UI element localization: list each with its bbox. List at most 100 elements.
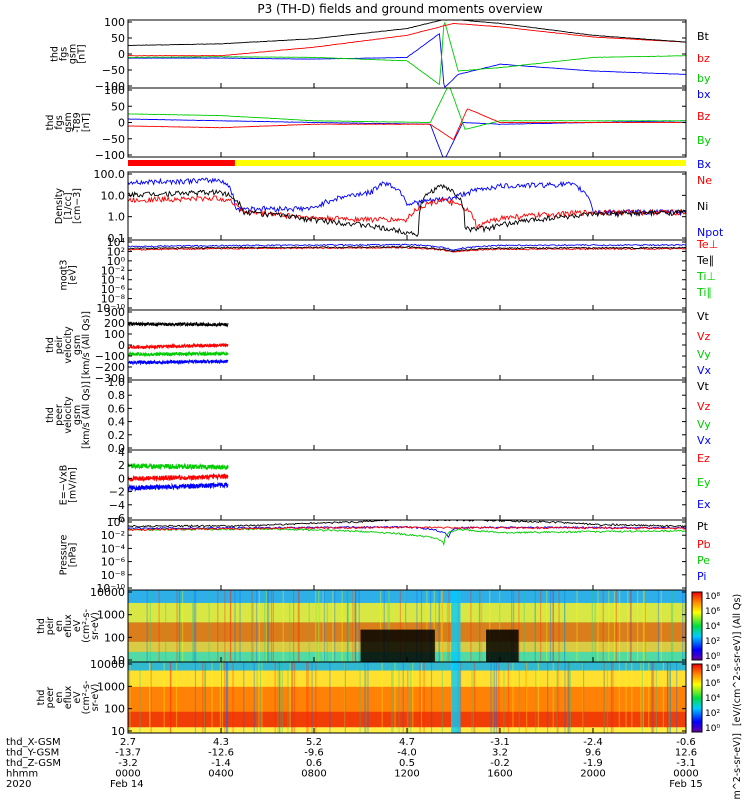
spectrogram-streak — [234, 590, 236, 662]
spectrogram-streak — [594, 590, 596, 662]
spectrogram-streak — [270, 590, 273, 662]
spectrogram-streak — [388, 590, 390, 662]
spectrogram-streak — [181, 590, 184, 662]
spectrogram-streak — [407, 662, 409, 733]
y-axis-label-line: thd — [50, 46, 61, 62]
x-axis-value: 1200 — [394, 769, 419, 780]
y-tick-label: 10000 — [90, 586, 125, 599]
y-tick-label: 0 — [118, 472, 125, 485]
y-tick-label: 10000 — [90, 658, 125, 671]
spectrogram-streak — [289, 662, 291, 733]
spectrogram-streak — [277, 662, 279, 733]
panel-plot-peir_en — [128, 590, 686, 662]
spectrogram-streak — [391, 662, 393, 733]
spectrogram-streak — [266, 590, 268, 662]
series-line — [128, 462, 229, 471]
spectrogram-streak — [256, 590, 258, 662]
spectrogram-streak — [627, 590, 629, 662]
spectrogram-streak — [272, 590, 274, 662]
spectrogram-streak — [420, 590, 423, 662]
colorbar-tick: 10⁸ — [705, 664, 720, 674]
spectrogram-streak — [441, 590, 443, 662]
x-axis-value: 0.6 — [306, 758, 322, 769]
legend-entry: Pt — [697, 520, 709, 533]
y-tick-label: −6 — [109, 512, 125, 525]
spectrogram-streak — [610, 662, 613, 733]
spectrogram-streak — [668, 662, 670, 733]
y-tick-label: 100 — [104, 84, 125, 97]
y-tick-label: 0.0 — [108, 442, 126, 455]
y-axis-label-line: [nPa] — [68, 543, 79, 568]
spectrogram-streak — [279, 662, 281, 733]
spectrogram-streak — [341, 590, 343, 662]
series-line — [128, 183, 686, 238]
spectrogram-streak — [194, 662, 197, 733]
y-axis-label: Density[1/cc][cm−3] — [54, 188, 83, 224]
spectrogram-streak — [479, 590, 481, 662]
y-axis-label-line: [nT] — [81, 113, 92, 132]
series-line — [128, 243, 686, 251]
spectrogram-streak — [227, 662, 229, 733]
spectrogram-streak — [230, 590, 232, 662]
colorbar-tick: 10⁴ — [705, 622, 720, 632]
spectrogram-streak — [534, 590, 536, 662]
spectrogram-gap — [360, 629, 435, 662]
y-axis-label-line: [km/s (All Qs)] — [81, 381, 92, 449]
legend-entry: Ex — [697, 498, 711, 511]
spectrogram-streak — [430, 662, 433, 733]
x-axis-value: -1.4 — [211, 758, 231, 769]
y-axis-label-line: gsm — [68, 44, 79, 64]
spectrogram-streak — [613, 590, 616, 662]
spectrogram-streak — [315, 590, 317, 662]
spectrogram-streak — [603, 662, 605, 733]
spectrogram-streak — [423, 662, 425, 733]
spectrogram-streak — [169, 662, 172, 733]
spectrogram-streak — [282, 590, 284, 662]
spectrogram-streak — [652, 662, 655, 733]
spectrogram-streak — [388, 590, 390, 662]
y-axis-label-line: [eV] — [68, 265, 79, 285]
spectrogram-streak — [651, 662, 653, 733]
spectrogram-streak — [567, 662, 569, 733]
spectrogram-streak — [534, 590, 536, 662]
y-axis-label-line: Density — [54, 188, 65, 224]
legend-entry: Vt — [697, 380, 710, 393]
spectrogram-streak — [564, 590, 566, 662]
spectrogram-streak — [149, 662, 151, 733]
spectrogram-streak — [146, 590, 148, 662]
x-axis-annotation: thd_X-GSM 2.7 4.3 5.2 4.7 -3.1 -2.4 -0.6 thd_Y-G… — [6, 737, 703, 790]
panel-plot-fgs — [128, 20, 686, 88]
spectrogram-streak — [332, 590, 334, 662]
y-tick-label: 0 — [118, 117, 125, 130]
spectrogram-streak — [644, 590, 646, 662]
spectrogram-streak — [158, 590, 160, 662]
spectrogram-streak — [293, 590, 295, 662]
spectrogram-streak — [493, 662, 496, 733]
panel-frame — [127, 19, 687, 89]
spectrogram-streak — [471, 662, 473, 733]
spectrogram-streak — [666, 662, 669, 733]
spectrogram-streak — [256, 662, 258, 733]
spectrogram-streak — [387, 590, 389, 662]
spectrogram-streak — [289, 590, 291, 662]
spectrogram-streak — [537, 662, 539, 733]
y-axis-label-line: (cm²-s- — [81, 609, 92, 643]
panel-density: 100.0 10.0 1.0 0.1 Density[1/cc][cm−3] Ne Ni Np… — [54, 168, 724, 245]
spectrogram-streak — [404, 590, 406, 662]
spectrogram-streak — [243, 662, 245, 733]
legend-entry: bx — [697, 88, 711, 101]
legend-entry: Te∥ — [696, 254, 714, 267]
series-line — [128, 22, 686, 57]
spectrogram-band — [128, 686, 686, 712]
spectrogram-streak — [641, 662, 643, 733]
spectrogram-streak — [326, 590, 328, 662]
spectrogram-streak — [636, 590, 639, 662]
spectrogram-streak — [490, 662, 492, 733]
panel-plot-efield — [128, 462, 229, 493]
panel-peir_v: 3002001000−100−200−300thdpeirvelocitygsm… — [45, 306, 712, 385]
spectrogram-streak — [274, 662, 276, 733]
spectrogram-streak — [229, 590, 232, 662]
